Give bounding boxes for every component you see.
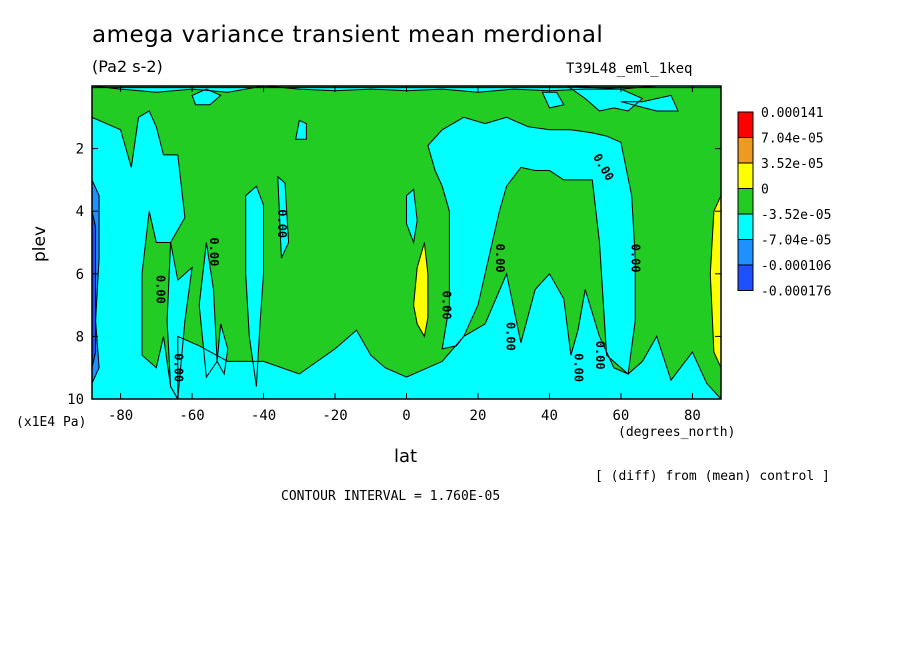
contour-line-2 [166,242,193,399]
contour-line-12 [566,86,644,112]
contour-line-17 [709,195,721,368]
x-axis-label: lat [394,446,418,467]
colorbar-label: 7.04e-05 [761,132,824,147]
contour-line-11 [541,91,565,109]
region-8 [177,273,721,399]
y-tick-label: 10 [67,392,84,408]
contour-line-19 [92,211,97,368]
colorbar-swatch [737,137,754,164]
contour-lines [92,86,721,399]
x-axis-unit: (degrees_north) [618,425,736,440]
contour-line-16 [413,242,429,338]
x-tick-label: 0 [402,408,410,424]
contour-line-1 [92,110,186,399]
y-axis-unit: (x1E4 Pa) [16,415,87,430]
x-tick-label: -20 [322,408,347,424]
contour-line-8 [177,272,721,399]
filled-regions [92,86,721,399]
contour-line-14 [427,116,636,375]
colorbar-swatch [737,188,754,215]
y-tick-label: 6 [76,267,84,283]
colorbar-swatch [737,239,754,266]
region-1 [92,111,185,399]
y-tick-label: 4 [76,204,84,220]
contour-labels: 0.00 0.00 0.00 0.00 0.00 0.00 0.00 0.00 0.00 0.00… [153,151,642,382]
contour-label: 0.00 [439,291,453,320]
contour-line-3 [198,242,218,379]
colorbar-swatch [737,213,754,240]
x-tick-label: 20 [470,408,487,424]
y-tick-label: 2 [76,142,84,158]
x-tick-label: 40 [541,408,558,424]
region-7 [295,120,307,140]
region-15 [406,189,418,243]
contour-line-4 [216,323,229,376]
contour-interval: CONTOUR INTERVAL = 1.760E-05 [281,489,501,504]
region-3 [199,242,218,378]
colorbar-label: 0.000141 [761,106,824,121]
x-tick-label: -80 [108,408,133,424]
colorbar: 0.000141 7.04e-05 3.52e-05 0 -3.52e-05 -7.04e… [737,106,831,300]
experiment-label: T39L48_eml_1keq [566,61,693,77]
y-tick-label: 8 [76,329,84,345]
region-2 [167,242,193,399]
contour-label: 0.00 [593,341,607,370]
x-tick-label: -40 [251,408,276,424]
contour-label: 0.00 [493,244,507,273]
colorbar-label: 0 [761,183,769,198]
contour-label: 0.00 [504,322,518,351]
contour-label: 0.00 [153,275,167,304]
colorbar-label: -0.000106 [761,259,831,274]
x-tick-label: -60 [179,408,204,424]
region-19 [92,211,96,368]
units-label: (Pa2 s-2) [92,57,163,76]
contour-label: 0.00 [275,209,289,238]
contour-line-10 [191,88,222,106]
contour-line-6 [277,175,290,259]
axes: -80 -60 -40 -20 0 20 40 60 80 2 4 6 8 10 [67,86,721,424]
colorbar-swatch [737,264,754,291]
contour-label: 0.00 [572,353,586,382]
region-16 [413,242,428,337]
colorbar-label: 3.52e-05 [761,157,824,172]
contour-line-7 [295,119,307,140]
contour-line-13 [620,94,679,112]
colorbar-label: -3.52e-05 [761,208,831,223]
contour-label: 0.00 [171,353,185,382]
comparison-note: [ (diff) from (mean) control ] [595,469,830,484]
colorbar-label: -0.000176 [761,285,831,300]
region-10 [192,89,221,105]
contour-label: 0.00 [629,244,643,273]
region-14 [427,117,636,375]
contour-line-15 [406,188,418,245]
colorbar-swatch [737,111,754,138]
region-12 [567,86,643,111]
contour-label: 0.00 [207,237,221,266]
x-tick-label: 80 [684,408,701,424]
contour-line-5 [245,185,264,387]
colorbar-swatch [737,162,754,189]
x-tick-label: 60 [613,408,630,424]
colorbar-label: -7.04e-05 [761,234,831,249]
region-13 [620,95,679,111]
chart-title: amega variance transient mean merdional [92,22,604,48]
